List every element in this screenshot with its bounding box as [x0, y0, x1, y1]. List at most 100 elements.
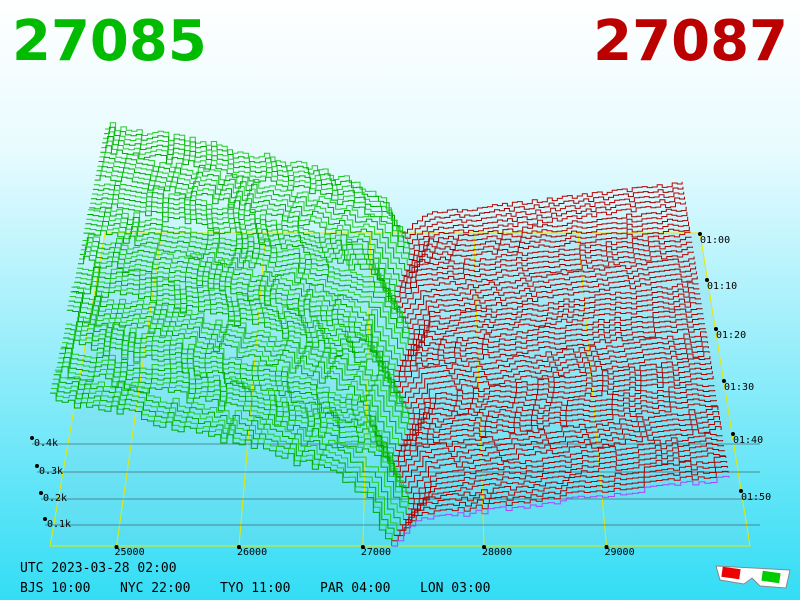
- price-label: 26000: [237, 547, 267, 558]
- bid-depth-line: [75, 271, 404, 403]
- ask-depth-line: [401, 376, 714, 441]
- time-tick: [731, 432, 735, 436]
- bid-depth-line: [76, 267, 401, 398]
- ask-depth-line: [396, 231, 691, 287]
- ask-depth-line: [398, 226, 690, 282]
- bid-depth-line: [78, 255, 396, 387]
- time-tick: [705, 278, 709, 282]
- depth-lines: [50, 122, 730, 547]
- time-tick: [714, 327, 718, 331]
- ask-depth-line: [406, 426, 722, 494]
- bid-depth-line: [82, 232, 401, 361]
- bid-depth-line: [55, 366, 407, 515]
- ask-depth-line: [403, 452, 726, 520]
- ask-depth-line: [399, 336, 708, 398]
- bid-depth-line: [79, 246, 395, 377]
- price-grid-line: [577, 232, 607, 547]
- bid-depth-line: [66, 309, 397, 451]
- bid-depth-line: [84, 225, 407, 350]
- bid-depth-line: [88, 207, 409, 329]
- volume-label: 0.2k: [43, 493, 67, 504]
- ask-depth-line: [395, 236, 692, 292]
- ask-depth-line: [400, 416, 720, 483]
- price-label: 27000: [361, 547, 391, 558]
- bid-depth-line: [104, 126, 406, 239]
- ask-depth-line: [399, 256, 695, 314]
- ask-depth-line: [407, 271, 697, 329]
- timezone-time: NYC 22:00: [120, 581, 190, 596]
- time-label: 01:30: [724, 382, 754, 393]
- ask-price: 27087: [593, 9, 788, 74]
- ask-depth-line: [405, 186, 684, 239]
- time-tick: [698, 232, 702, 236]
- bid-depth-line: [69, 296, 406, 435]
- ask-depth-line: [406, 447, 725, 515]
- ask-depth-line: [407, 432, 723, 499]
- bid-depth-line: [60, 343, 404, 488]
- ask-depth-line: [400, 302, 702, 361]
- bid-depth-line: [62, 335, 398, 477]
- ask-depth-line: [398, 383, 715, 446]
- ask-depth-line: [409, 196, 685, 250]
- ask-depth-line: [404, 216, 689, 271]
- ask-depth-line: [401, 221, 689, 276]
- utc-time: UTC 2023-03-28 02:00: [20, 561, 177, 576]
- bid-depth-line: [64, 325, 394, 467]
- timezone-time: LON 03:00: [420, 581, 490, 596]
- ask-depth-line: [408, 356, 711, 420]
- ask-depth-line: [393, 318, 705, 377]
- bid-depth-line: [94, 175, 396, 292]
- ask-depth-line: [395, 313, 704, 372]
- ask-depth-line: [395, 246, 693, 303]
- bid-depth-line: [99, 152, 408, 265]
- volume-tick: [30, 436, 34, 440]
- ask-depth-line: [402, 261, 696, 319]
- ask-depth-line: [393, 403, 718, 467]
- ask-depth-line: [394, 328, 706, 388]
- price-label: 29000: [605, 547, 635, 558]
- time-label: 01:50: [741, 492, 771, 503]
- bid-depth-line: [57, 357, 410, 504]
- bid-depth-line: [51, 383, 395, 536]
- bid-depth-line: [68, 300, 403, 440]
- bid-depth-line: [92, 185, 396, 302]
- bid-depth-line: [101, 140, 411, 255]
- ask-depth-line: [406, 292, 701, 351]
- ask-depth-line: [408, 287, 700, 345]
- ask-depth-line: [393, 323, 705, 382]
- bid-depth-line: [59, 347, 407, 493]
- ask-depth-line: [407, 211, 688, 266]
- ask-depth-line: [409, 201, 686, 255]
- bid-depth-line: [53, 374, 401, 525]
- bid-depth-line: [70, 291, 408, 430]
- bid-depth-line: [93, 180, 396, 297]
- bid-depth-line: [103, 131, 409, 244]
- ask-depth-line: [397, 331, 707, 393]
- ask-depth-line: [395, 388, 716, 451]
- ask-depth-line: [394, 406, 719, 473]
- ask-depth-line: [392, 470, 729, 542]
- time-tick: [739, 489, 743, 493]
- bid-depth-line: [98, 156, 406, 271]
- bid-depth-line: [56, 361, 409, 509]
- volume-tick: [43, 517, 47, 521]
- bid-depth-line: [71, 286, 410, 424]
- time-label: 01:00: [700, 235, 730, 246]
- bid-depth-line: [54, 369, 404, 520]
- volume-label: 0.1k: [47, 519, 71, 530]
- volume-tick: [39, 491, 43, 495]
- ask-depth-line: [408, 442, 724, 510]
- ask-depth-line: [392, 398, 717, 462]
- time-label: 01:40: [733, 435, 763, 446]
- ask-depth-line: [407, 191, 685, 245]
- price-tick: [114, 545, 119, 549]
- price-tick: [237, 545, 241, 549]
- ask-depth-line: [396, 461, 728, 531]
- price-tick: [482, 545, 486, 549]
- bid-depth-line: [85, 221, 409, 345]
- bid-depth-line: [89, 203, 406, 324]
- ask-depth-line: [409, 276, 698, 335]
- bid-depth-line: [61, 339, 401, 483]
- ask-depth-line: [403, 341, 709, 404]
